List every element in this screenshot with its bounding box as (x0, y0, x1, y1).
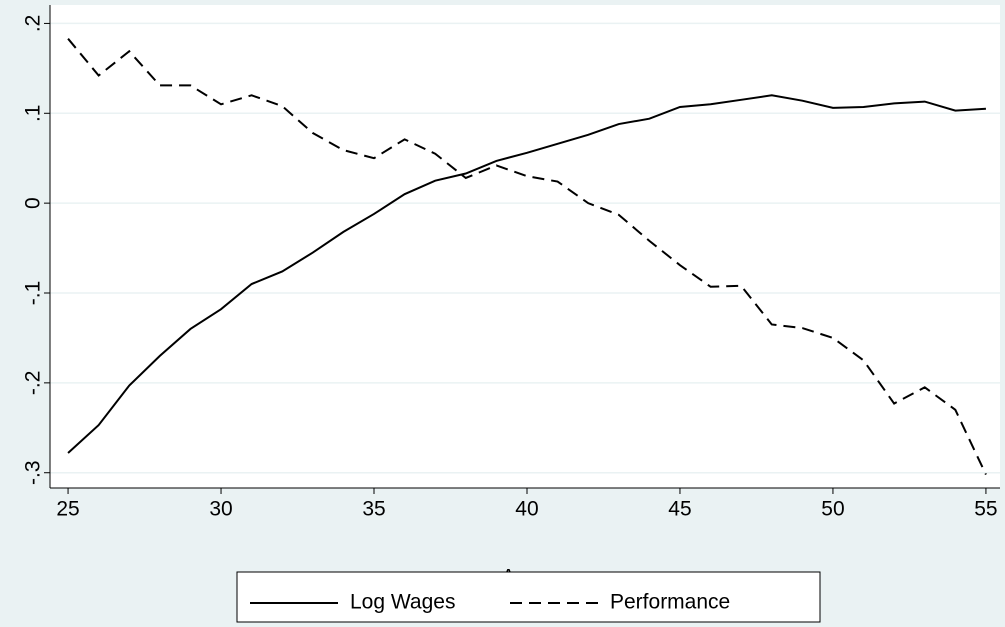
y-tick-label: -.3 (22, 460, 45, 485)
x-tick-label: 30 (209, 498, 232, 521)
y-tick-label: -.1 (22, 281, 45, 306)
y-tick-label: .1 (22, 105, 45, 123)
legend-label: Log Wages (350, 591, 455, 614)
legend-label: Performance (610, 591, 730, 614)
plot-area (50, 5, 1000, 488)
x-tick-label: 35 (362, 498, 385, 521)
x-tick-label: 45 (668, 498, 691, 521)
y-tick-label: 0 (22, 197, 45, 209)
x-tick-label: 55 (974, 498, 997, 521)
series-line (67, 38, 987, 475)
x-tick-label: 50 (821, 498, 844, 521)
x-tick-label: 40 (515, 498, 538, 521)
series-line (67, 94, 986, 454)
y-tick-label: .2 (22, 15, 45, 33)
legend (236, 571, 821, 623)
x-tick-label: 25 (56, 498, 79, 521)
y-tick-label: -.2 (22, 371, 45, 396)
